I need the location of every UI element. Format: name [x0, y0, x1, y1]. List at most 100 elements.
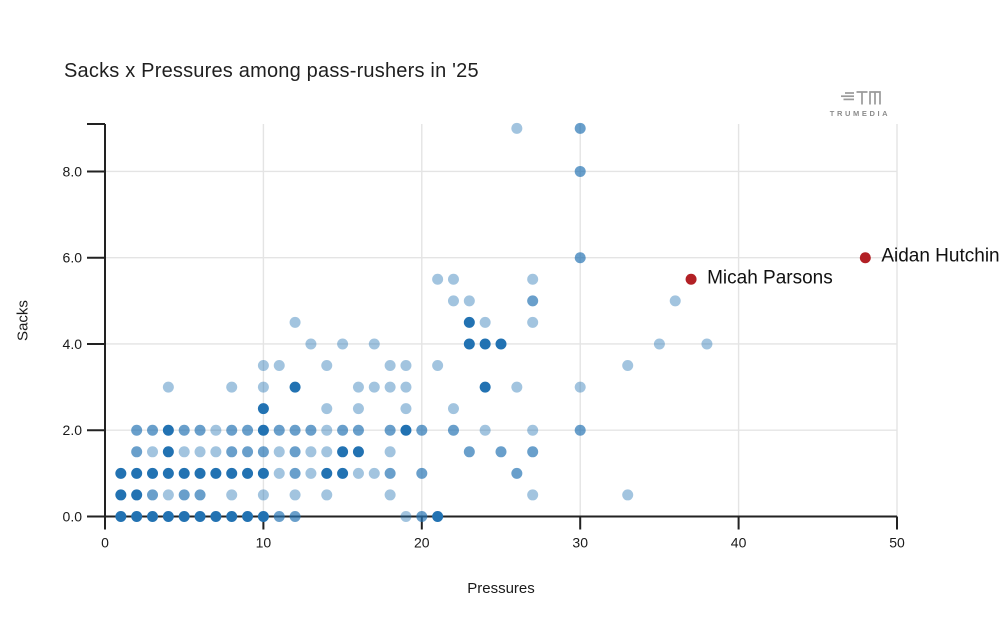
data-point[interactable]: [147, 467, 159, 479]
data-point[interactable]: [147, 424, 159, 436]
data-point[interactable]: [416, 467, 428, 479]
data-point[interactable]: [115, 489, 127, 501]
data-point[interactable]: [321, 424, 333, 436]
data-point[interactable]: [162, 511, 174, 522]
data-point[interactable]: [368, 338, 380, 350]
data-point[interactable]: [147, 446, 159, 458]
data-point[interactable]: [162, 424, 174, 436]
data-point[interactable]: [178, 467, 190, 479]
data-point[interactable]: [226, 381, 238, 393]
data-point[interactable]: [289, 381, 301, 393]
data-point[interactable]: [273, 511, 285, 522]
data-point[interactable]: [447, 295, 459, 307]
data-point[interactable]: [416, 424, 428, 436]
data-point[interactable]: [479, 424, 491, 436]
data-point[interactable]: [131, 489, 143, 501]
data-point[interactable]: [321, 467, 333, 479]
data-point[interactable]: [400, 424, 412, 436]
data-point[interactable]: [622, 360, 634, 372]
data-point[interactable]: [194, 489, 206, 501]
data-point[interactable]: [257, 511, 269, 522]
data-point[interactable]: [162, 446, 174, 458]
data-point[interactable]: [305, 467, 317, 479]
data-point[interactable]: [463, 338, 475, 350]
data-point[interactable]: [352, 424, 364, 436]
data-point[interactable]: [257, 403, 269, 415]
data-point[interactable]: [669, 295, 681, 307]
data-point[interactable]: [162, 381, 174, 393]
data-point[interactable]: [352, 381, 364, 393]
data-point[interactable]: [131, 424, 143, 436]
data-point[interactable]: [305, 424, 317, 436]
data-point[interactable]: [289, 424, 301, 436]
data-point[interactable]: [337, 424, 349, 436]
data-point[interactable]: [432, 511, 444, 522]
data-point[interactable]: [257, 467, 269, 479]
data-point[interactable]: [337, 446, 349, 458]
data-point[interactable]: [384, 360, 396, 372]
data-point[interactable]: [527, 424, 539, 436]
data-point[interactable]: [701, 338, 713, 350]
data-point[interactable]: [447, 273, 459, 285]
data-point[interactable]: [147, 489, 159, 501]
data-point[interactable]: [384, 489, 396, 501]
data-point[interactable]: [527, 273, 539, 285]
highlight-point-micah-parsons[interactable]: [685, 273, 697, 285]
data-point[interactable]: [495, 338, 507, 350]
data-point[interactable]: [289, 511, 301, 522]
data-point[interactable]: [352, 446, 364, 458]
data-point[interactable]: [400, 381, 412, 393]
data-point[interactable]: [321, 360, 333, 372]
data-point[interactable]: [226, 446, 238, 458]
highlight-point-aidan-hutchinson[interactable]: [859, 252, 871, 264]
data-point[interactable]: [463, 446, 475, 458]
data-point[interactable]: [527, 446, 539, 458]
data-point[interactable]: [574, 122, 586, 134]
data-point[interactable]: [463, 295, 475, 307]
data-point[interactable]: [131, 511, 143, 522]
data-point[interactable]: [400, 511, 412, 522]
data-point[interactable]: [432, 273, 444, 285]
data-point[interactable]: [289, 316, 301, 328]
data-point[interactable]: [257, 446, 269, 458]
data-point[interactable]: [178, 424, 190, 436]
data-point[interactable]: [305, 446, 317, 458]
data-point[interactable]: [384, 424, 396, 436]
data-point[interactable]: [337, 338, 349, 350]
data-point[interactable]: [273, 467, 285, 479]
data-point[interactable]: [273, 446, 285, 458]
data-point[interactable]: [463, 316, 475, 328]
data-point[interactable]: [321, 403, 333, 415]
data-point[interactable]: [574, 165, 586, 177]
data-point[interactable]: [131, 467, 143, 479]
data-point[interactable]: [352, 467, 364, 479]
data-point[interactable]: [257, 489, 269, 501]
data-point[interactable]: [337, 467, 349, 479]
data-point[interactable]: [257, 360, 269, 372]
data-point[interactable]: [352, 403, 364, 415]
data-point[interactable]: [210, 511, 222, 522]
data-point[interactable]: [115, 511, 127, 522]
data-point[interactable]: [242, 511, 254, 522]
data-point[interactable]: [511, 122, 523, 134]
data-point[interactable]: [194, 467, 206, 479]
data-point[interactable]: [574, 252, 586, 264]
data-point[interactable]: [416, 511, 428, 522]
data-point[interactable]: [131, 446, 143, 458]
data-point[interactable]: [289, 467, 301, 479]
data-point[interactable]: [400, 360, 412, 372]
data-point[interactable]: [574, 381, 586, 393]
data-point[interactable]: [178, 489, 190, 501]
data-point[interactable]: [210, 424, 222, 436]
data-point[interactable]: [289, 446, 301, 458]
data-point[interactable]: [194, 424, 206, 436]
data-point[interactable]: [511, 467, 523, 479]
data-point[interactable]: [257, 424, 269, 436]
data-point[interactable]: [653, 338, 665, 350]
data-point[interactable]: [495, 446, 507, 458]
data-point[interactable]: [115, 467, 127, 479]
data-point[interactable]: [447, 403, 459, 415]
data-point[interactable]: [384, 467, 396, 479]
data-point[interactable]: [527, 295, 539, 307]
data-point[interactable]: [194, 446, 206, 458]
